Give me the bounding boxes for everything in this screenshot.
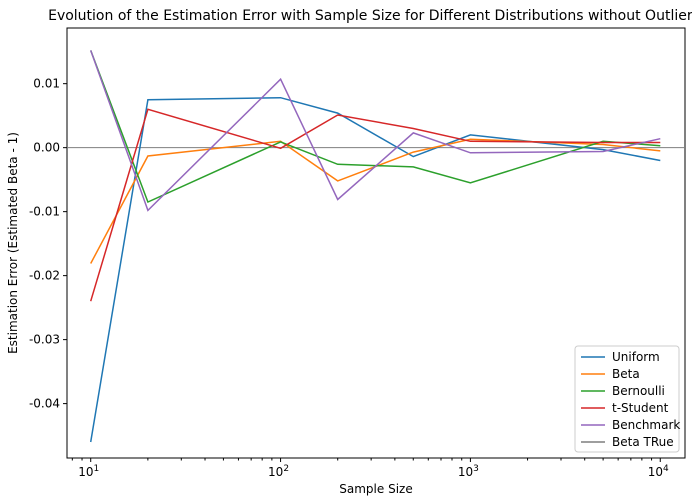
y-tick-label: -0.02 xyxy=(29,269,60,283)
y-tick-label: 0.01 xyxy=(33,77,60,91)
series-line-t-student xyxy=(89,108,661,302)
legend: Uniform Beta Bernoulli t-Student Benchmark Be… xyxy=(574,345,680,453)
series-lines xyxy=(89,50,661,443)
series-line-benchmark xyxy=(89,50,661,212)
y-tick-label: -0.01 xyxy=(29,205,60,219)
x-tick-label: 104 xyxy=(648,464,669,479)
x-axis-ticks: 101 102 103 104 xyxy=(71,458,669,479)
series-line-beta xyxy=(90,138,661,264)
y-tick-label: 0.00 xyxy=(33,141,60,155)
legend-label: Uniform xyxy=(612,350,660,364)
x-axis-label: Sample Size xyxy=(339,482,412,496)
chart-title: Evolution of the Estimation Error with S… xyxy=(48,8,692,24)
x-tick-label: 101 xyxy=(78,464,99,479)
y-axis-ticks: 0.01 0.00 -0.01 -0.02 -0.03 -0.04 xyxy=(29,77,67,411)
legend-label: t-Student xyxy=(612,401,669,415)
y-axis-label: Estimation Error (Estimated Beta - 1) xyxy=(6,132,20,354)
y-tick-label: -0.03 xyxy=(29,333,60,347)
x-tick-label: 103 xyxy=(458,464,479,479)
plot-frame xyxy=(66,27,686,459)
y-tick-label: -0.04 xyxy=(29,397,60,411)
x-tick-label: 102 xyxy=(268,464,289,479)
series-line-uniform xyxy=(89,96,661,443)
legend-label: Bernoulli xyxy=(612,384,665,398)
series-line-bernoulli xyxy=(89,50,661,204)
legend-label: Beta xyxy=(612,367,640,381)
legend-label: Benchmark xyxy=(612,418,680,432)
legend-label: Beta TRue xyxy=(612,435,674,449)
